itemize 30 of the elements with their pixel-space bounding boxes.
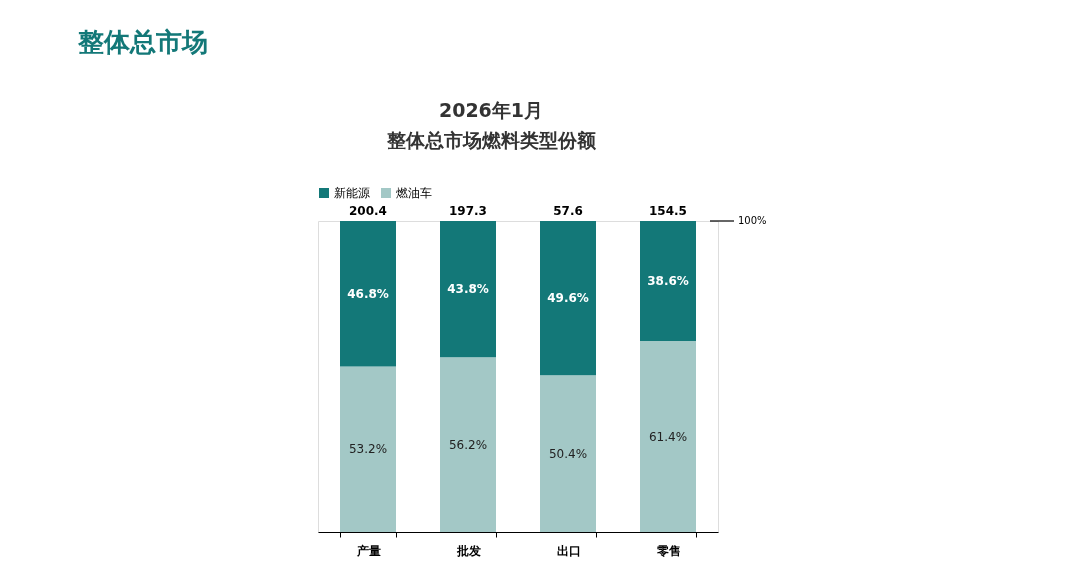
bar xyxy=(440,357,496,532)
bar xyxy=(540,375,596,532)
x-tick-label: 零售 xyxy=(655,543,681,558)
bar xyxy=(340,366,396,532)
data-label: 56.2% xyxy=(448,437,488,452)
ref-line-label: 100% xyxy=(738,215,767,226)
x-tick-label: 产量 xyxy=(355,543,381,558)
data-label: 43.8% xyxy=(447,282,489,297)
annotation: 197.3 xyxy=(449,204,487,218)
legend-label: 新能源 xyxy=(334,186,370,200)
bar xyxy=(640,341,696,532)
data-label: 46.8% xyxy=(347,286,389,301)
legend-label: 燃油车 xyxy=(396,186,432,200)
text: 整体总市场 xyxy=(77,27,208,57)
bar xyxy=(540,221,596,376)
annotation: 200.4 xyxy=(349,204,387,218)
annotation: 154.5 xyxy=(649,204,687,218)
data-label: 38.6% xyxy=(647,274,689,289)
annotation: 57.6 xyxy=(553,204,583,218)
chart-subtitle: 整体总市场燃料类型份额 xyxy=(385,129,597,151)
bar xyxy=(440,221,496,358)
bar xyxy=(640,221,696,342)
bar xyxy=(340,221,396,367)
data-label: 61.4% xyxy=(648,429,688,444)
data-label: 50.4% xyxy=(548,446,588,461)
data-label: 53.2% xyxy=(348,442,388,457)
chart-title: 2026年1月 xyxy=(438,99,544,121)
data-label: 49.6% xyxy=(547,291,589,306)
x-tick-label: 出口 xyxy=(556,543,581,558)
x-tick-label: 批发 xyxy=(455,543,481,558)
